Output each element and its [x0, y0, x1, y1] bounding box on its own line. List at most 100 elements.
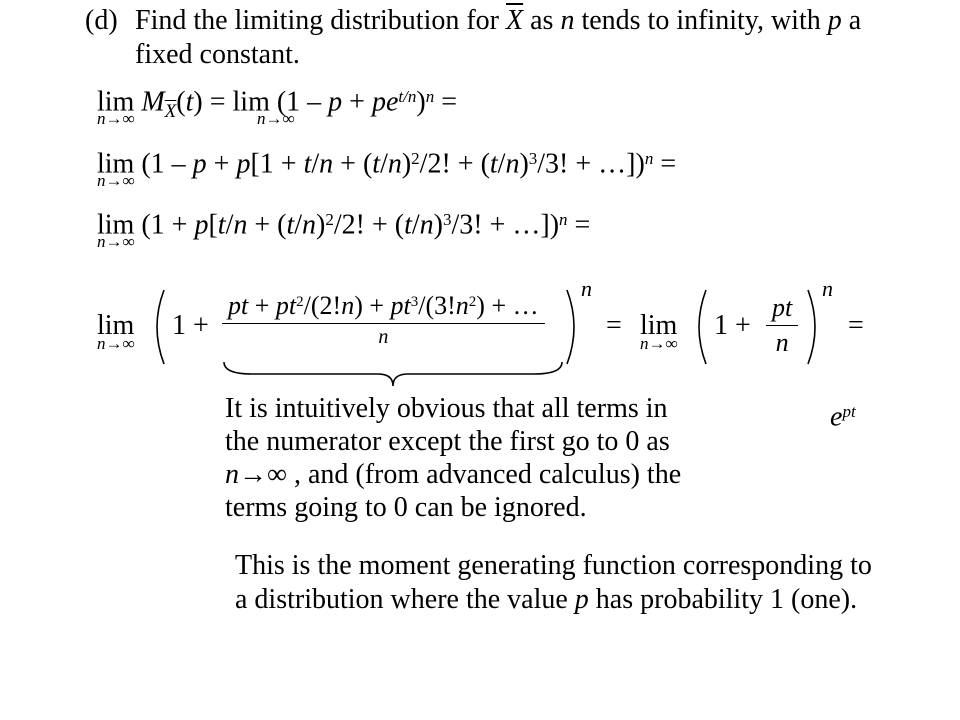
l1-exp: t/n	[398, 87, 416, 106]
l2-a: (1 –	[141, 148, 192, 179]
q-n: n	[560, 5, 574, 36]
l2-p: p	[193, 148, 207, 179]
final-l1: This is the moment generating function c…	[235, 549, 935, 583]
underbrace-icon	[222, 360, 564, 390]
l1-M: M	[141, 87, 164, 118]
note-l2: the numerator except the first go to 0 a…	[225, 425, 765, 458]
l1-pe: pe	[372, 87, 398, 118]
q-t3: tends to infinity, with	[574, 5, 827, 36]
l1-close: )	[416, 87, 425, 118]
b1-eq: =	[606, 310, 622, 342]
b2-nexp: n	[822, 276, 833, 302]
ept-e: e	[830, 401, 842, 432]
question-text: Find the limiting distribution for X as …	[135, 4, 925, 71]
l2-k: /3! + …])	[537, 148, 645, 179]
l3-n2: n	[302, 209, 316, 240]
l2-nexp: n	[645, 149, 654, 168]
l3-end: =	[568, 209, 591, 240]
note-text: It is intuitively obvious that all terms…	[225, 392, 765, 524]
b2-den: n	[766, 326, 798, 358]
l3-sub: n→∞	[97, 232, 135, 252]
l1-plus: +	[342, 87, 372, 118]
l2-n3: n	[505, 148, 519, 179]
l2-cu: 3	[529, 149, 538, 168]
l2-b: +	[207, 148, 237, 179]
b2-num: pt	[766, 294, 798, 326]
derivation-line-2: lim (1 – p + p[1 + t/n + (t/n)2/2! + (t/…	[97, 147, 925, 180]
left-paren-1-icon	[148, 288, 168, 366]
b1-oneplus: 1 +	[172, 310, 209, 342]
b1n-s3: 3	[411, 294, 419, 310]
l2-sq: 2	[411, 149, 420, 168]
ept: ept	[830, 400, 856, 433]
b1n-a: pt	[228, 291, 255, 320]
b1n-g: /(3!	[418, 291, 456, 320]
final-l2a: a distribution where the value	[235, 584, 575, 615]
l3-g: /2! + (	[334, 209, 404, 240]
l2-e: + (	[333, 148, 372, 179]
l1-eq: =	[434, 87, 457, 118]
l3-n: n	[233, 209, 247, 240]
l2-t3: t	[490, 148, 498, 179]
l3-nexp: n	[559, 210, 568, 229]
b1n-d: /(2!	[304, 291, 342, 320]
l3-sq: 2	[325, 210, 334, 229]
b1n-c: pt	[276, 291, 296, 320]
l3-h: /	[412, 209, 420, 240]
l2-f: /	[380, 148, 388, 179]
b2-sub: n→∞	[640, 334, 678, 354]
q-t2: as	[523, 5, 560, 36]
big-expr-1: lim n→∞	[97, 310, 134, 342]
l1-sub2: n→∞	[257, 109, 295, 129]
l2-end: =	[653, 148, 676, 179]
l2-n: n	[319, 148, 333, 179]
derivation-line-3: lim (1 + p[t/n + (t/n)2/2! + (t/n)3/3! +…	[97, 208, 925, 241]
l2-j: )	[519, 148, 528, 179]
q-xbar: X	[506, 5, 523, 36]
b1n-s2: 2	[296, 294, 304, 310]
q-p: p	[828, 5, 842, 36]
l2-n2: n	[388, 148, 402, 179]
l3-j: /3! + …])	[451, 209, 559, 240]
l3-n3: n	[420, 209, 434, 240]
b2-oneplus: 1 +	[714, 310, 751, 342]
final-text: This is the moment generating function c…	[235, 549, 935, 616]
l2-c: [1 +	[250, 148, 303, 179]
question-label: (d)	[85, 4, 135, 38]
b1n-e: ) +	[354, 291, 390, 320]
l1-sub1: n→∞	[97, 109, 135, 129]
note-l1: It is intuitively obvious that all terms…	[225, 392, 765, 425]
l1-lp: (	[176, 87, 185, 118]
big-expr-2: lim n→∞	[640, 310, 677, 342]
b2-eq: =	[848, 310, 864, 342]
q-t1: Find the limiting distribution for	[135, 5, 506, 36]
l3-d: + (	[247, 209, 286, 240]
l3-e: /	[294, 209, 302, 240]
l1-p1: p	[328, 87, 342, 118]
l2-h: /2! + (	[420, 148, 490, 179]
l3-p: p	[194, 209, 208, 240]
l3-a: (1 +	[141, 209, 194, 240]
b1-frac: pt + pt2/(2!n) + pt3/(3!n2) + … n	[222, 292, 545, 349]
note-l4: terms going to 0 can be ignored.	[225, 491, 765, 524]
l2-t2: t	[372, 148, 380, 179]
l3-b: [	[208, 209, 217, 240]
b1-nexp: n	[581, 276, 592, 302]
b1n-h: ) + …	[476, 291, 538, 320]
l1-xbar: X	[165, 103, 177, 120]
final-l2b: has probability 1 (one).	[589, 584, 857, 615]
right-paren-2-icon	[804, 288, 824, 366]
b1n-sq: 2	[469, 294, 477, 310]
question-row: (d) Find the limiting distribution for X…	[85, 4, 925, 71]
b1n-n: n	[341, 291, 354, 320]
final-l2p: p	[575, 584, 589, 615]
note-l3a: n	[225, 459, 239, 490]
note-l3b: →∞ , and (from advanced calculus) the	[239, 459, 681, 490]
l1-nexp: n	[426, 87, 435, 106]
b1-sub: n→∞	[97, 334, 135, 354]
l2-p2: p	[236, 148, 250, 179]
derivation-line-1: lim MX(t) = lim (1 – p + pet/n)n = n→∞ n…	[97, 85, 925, 118]
l3-i: )	[434, 209, 443, 240]
l2-sub: n→∞	[97, 171, 135, 191]
l3-t: t	[218, 209, 226, 240]
